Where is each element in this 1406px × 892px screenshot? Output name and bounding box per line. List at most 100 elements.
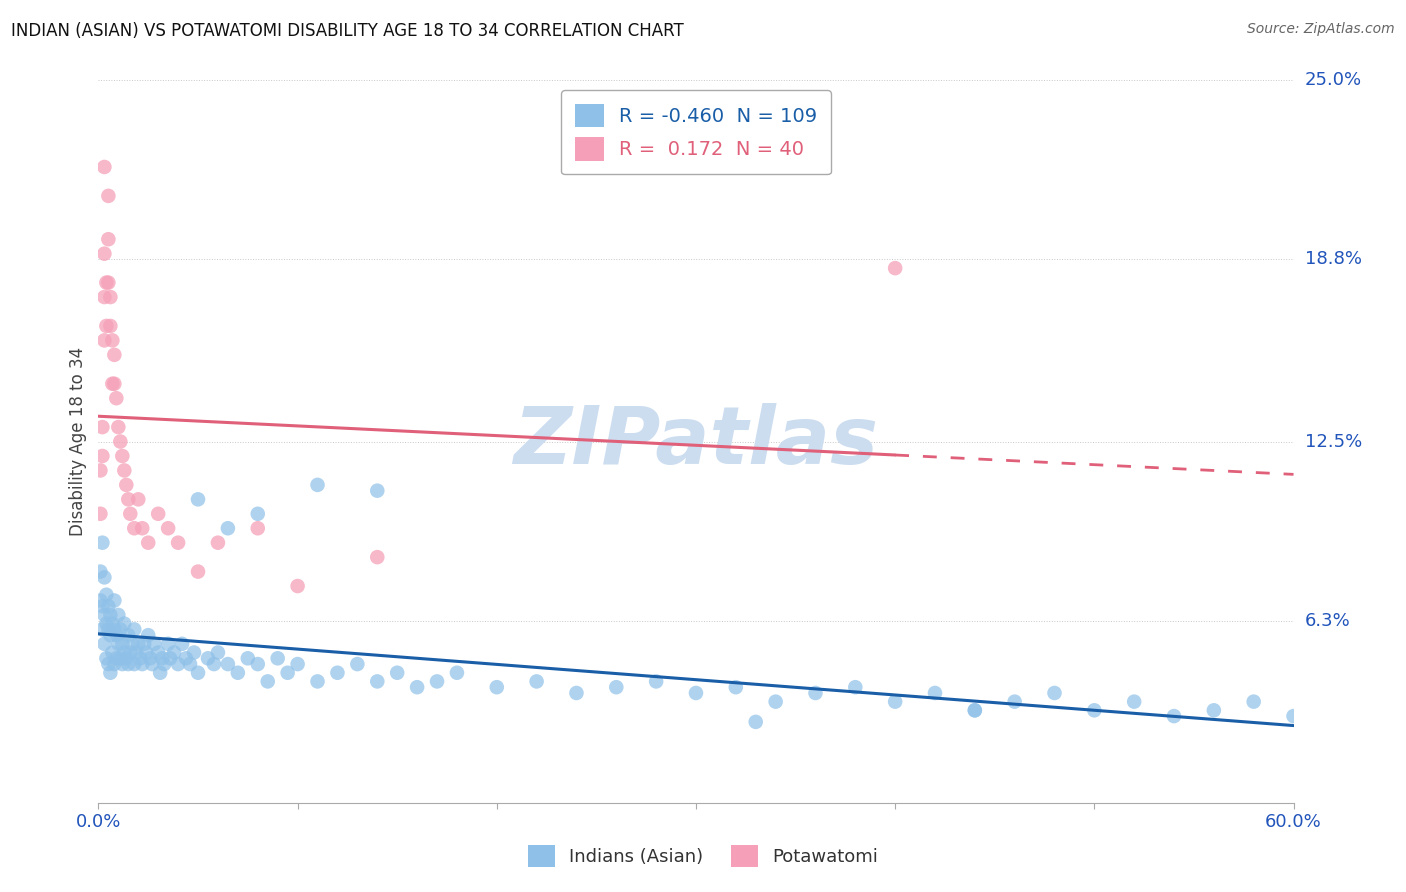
Point	[91, 535, 114, 549]
Point	[103, 623, 125, 637]
Point	[406, 680, 429, 694]
Text: 12.5%: 12.5%	[1305, 433, 1362, 450]
Point	[103, 593, 125, 607]
Point	[96, 616, 118, 631]
Point	[124, 521, 146, 535]
Point	[277, 665, 299, 680]
Point	[111, 657, 134, 671]
Point	[159, 651, 181, 665]
Point	[97, 232, 120, 246]
Legend: Indians (Asian), Potawatomi: Indians (Asian), Potawatomi	[520, 838, 886, 874]
Point	[112, 646, 135, 660]
Point	[91, 623, 114, 637]
Point	[246, 507, 269, 521]
Point	[96, 651, 118, 665]
Point	[724, 680, 747, 694]
Point	[605, 680, 627, 694]
Point	[485, 680, 508, 694]
Point	[112, 616, 135, 631]
Point	[685, 686, 707, 700]
Point	[149, 665, 172, 680]
Point	[93, 160, 115, 174]
Point	[97, 623, 120, 637]
Point	[105, 651, 128, 665]
Point	[745, 714, 768, 729]
Point	[131, 657, 153, 671]
Point	[844, 680, 866, 694]
Point	[136, 535, 159, 549]
Point	[93, 246, 115, 260]
Point	[93, 290, 115, 304]
Point	[174, 651, 197, 665]
Point	[256, 674, 278, 689]
Point	[645, 674, 668, 689]
Point	[129, 651, 152, 665]
Point	[127, 492, 149, 507]
Point	[105, 628, 128, 642]
Point	[150, 651, 173, 665]
Point	[153, 657, 176, 671]
Point	[105, 391, 128, 405]
Point	[97, 599, 120, 614]
Point	[157, 521, 180, 535]
Point	[1163, 709, 1185, 723]
Point	[236, 651, 259, 665]
Point	[226, 665, 249, 680]
Point	[246, 657, 269, 671]
Point	[1083, 703, 1105, 717]
Point	[111, 637, 134, 651]
Point	[446, 665, 468, 680]
Point	[89, 507, 111, 521]
Point	[107, 637, 129, 651]
Point	[366, 550, 388, 565]
Point	[307, 478, 329, 492]
Point	[246, 521, 269, 535]
Point	[426, 674, 449, 689]
Point	[110, 651, 132, 665]
Point	[111, 449, 134, 463]
Point	[107, 607, 129, 622]
Point	[167, 657, 190, 671]
Text: 6.3%: 6.3%	[1305, 612, 1350, 630]
Point	[963, 703, 986, 717]
Point	[307, 674, 329, 689]
Text: Source: ZipAtlas.com: Source: ZipAtlas.com	[1247, 22, 1395, 37]
Point	[97, 276, 120, 290]
Point	[117, 492, 139, 507]
Point	[98, 607, 122, 622]
Point	[765, 695, 787, 709]
Point	[202, 657, 225, 671]
Point	[346, 657, 368, 671]
Point	[884, 695, 907, 709]
Point	[183, 646, 205, 660]
Point	[141, 657, 163, 671]
Point	[136, 628, 159, 642]
Point	[187, 665, 209, 680]
Point	[127, 637, 149, 651]
Point	[207, 535, 229, 549]
Point	[187, 565, 209, 579]
Text: 25.0%: 25.0%	[1305, 71, 1362, 89]
Point	[135, 646, 157, 660]
Point	[167, 535, 190, 549]
Point	[267, 651, 290, 665]
Point	[287, 657, 309, 671]
Point	[125, 646, 148, 660]
Point	[124, 657, 146, 671]
Text: 18.8%: 18.8%	[1305, 251, 1361, 268]
Point	[148, 507, 170, 521]
Point	[121, 637, 143, 651]
Point	[103, 657, 125, 671]
Point	[326, 665, 349, 680]
Point	[98, 318, 122, 333]
Point	[217, 657, 239, 671]
Point	[1282, 709, 1305, 723]
Point	[179, 657, 201, 671]
Point	[117, 628, 139, 642]
Legend: R = -0.460  N = 109, R =  0.172  N = 40: R = -0.460 N = 109, R = 0.172 N = 40	[561, 90, 831, 175]
Point	[139, 651, 162, 665]
Text: ZIPatlas: ZIPatlas	[513, 402, 879, 481]
Point	[565, 686, 588, 700]
Point	[115, 651, 138, 665]
Point	[101, 646, 124, 660]
